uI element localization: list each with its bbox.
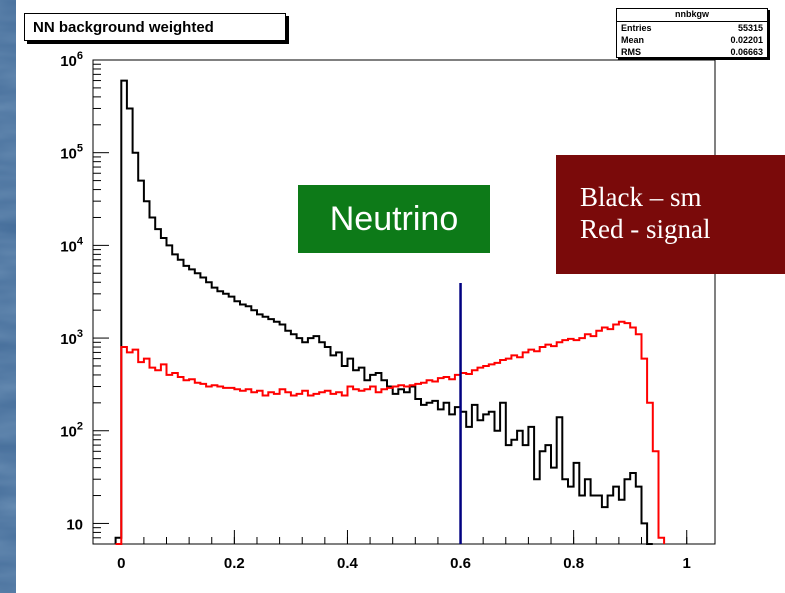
y-tick-label: 104: [60, 235, 84, 255]
stats-row-rms: RMS 0.06663: [617, 46, 767, 58]
y-tick-label: 105: [60, 143, 83, 163]
x-tick-label: 0.4: [337, 555, 359, 572]
legend-line-signal: Red - signal: [580, 214, 711, 244]
stats-value: 0.06663: [730, 47, 763, 57]
x-tick-label: 0.6: [450, 555, 471, 572]
stats-row-mean: Mean 0.02201: [617, 34, 767, 46]
legend-line-background: Black – sm: [580, 182, 702, 212]
stats-box: nnbkgw Entries 55315 Mean 0.02201 RMS 0.…: [616, 8, 768, 58]
stats-label: RMS: [621, 47, 641, 57]
x-tick-label: 0.8: [563, 555, 584, 572]
x-tick-labels: 0 0.2 0.4 0.6 0.8 1: [117, 555, 691, 572]
x-tick-label: 0: [117, 555, 125, 572]
y-tick-label: 102: [60, 421, 83, 441]
stats-value: 0.02201: [730, 35, 763, 45]
series-signal: [115, 320, 666, 545]
stats-value: 55315: [737, 23, 763, 33]
histogram-line-signal: [115, 320, 666, 545]
y-tick-label: 106: [60, 50, 83, 70]
plot-frame: [92, 59, 716, 545]
stats-row-entries: Entries 55315: [617, 22, 767, 34]
minor-ticks: [93, 63, 688, 545]
stats-label: Mean: [621, 35, 645, 45]
series-layer: [114, 79, 666, 545]
y-tick-label: 10: [66, 516, 83, 533]
y-tick-labels: 10 102 103 104 105 106: [60, 50, 84, 533]
histogram-line-background: [114, 79, 653, 545]
series-background: [114, 79, 653, 545]
histogram-title: NN background weighted: [24, 13, 286, 41]
legend-box: Black – sm Red - signal: [556, 155, 785, 274]
stats-name: nnbkgw: [617, 9, 767, 22]
y-tick-label: 103: [60, 328, 83, 348]
stats-label: Entries: [621, 23, 652, 33]
x-tick-label: 0.2: [224, 555, 245, 572]
neutrino-label: Neutrino: [298, 185, 490, 253]
x-tick-label: 1: [683, 555, 691, 572]
